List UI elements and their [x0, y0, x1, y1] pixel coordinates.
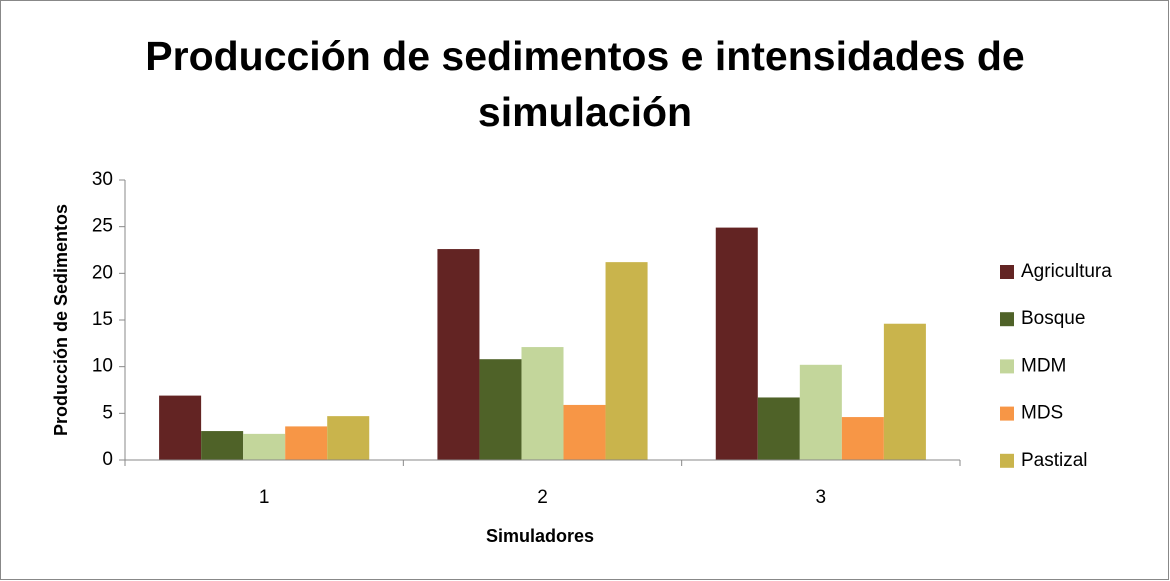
bar: [285, 426, 328, 460]
x-tick-label: 3: [816, 487, 827, 508]
x-tick-label: 1: [259, 487, 270, 508]
bar: [159, 395, 202, 460]
legend-label: Agricultura: [1021, 261, 1112, 282]
bar: [201, 431, 244, 460]
y-axis-title: Producción de Sedimentos: [51, 204, 71, 436]
legend-swatch: [1000, 453, 1014, 468]
legend-label: Pastizal: [1021, 450, 1088, 471]
y-tick-label: 20: [92, 262, 113, 283]
bar: [437, 249, 480, 460]
y-tick-label: 15: [92, 309, 113, 330]
bar: [479, 359, 522, 460]
y-tick-label: 5: [102, 402, 113, 423]
chart-title: Producción de sedimentos e intensidades …: [145, 33, 1025, 135]
legend-swatch: [1000, 312, 1014, 327]
y-tick-label: 25: [92, 216, 113, 237]
bar: [799, 364, 842, 460]
y-tick-label: 0: [102, 449, 113, 470]
legend-swatch: [1000, 359, 1014, 374]
legend-label: Bosque: [1021, 308, 1085, 329]
bar: [757, 397, 800, 460]
bar: [327, 416, 370, 460]
x-tick-label: 2: [537, 487, 548, 508]
bar: [521, 347, 564, 460]
bar: [605, 262, 648, 460]
y-tick-label: 10: [92, 356, 113, 377]
bar: [715, 227, 758, 460]
legend-swatch: [1000, 406, 1014, 421]
legend-label: MDM: [1021, 355, 1066, 376]
bar: [841, 417, 884, 460]
bar: [883, 323, 926, 460]
legend-swatch: [1000, 265, 1014, 279]
y-tick-label: 30: [92, 169, 113, 190]
legend-label: MDS: [1021, 403, 1063, 424]
x-axis-title: Simuladores: [486, 526, 594, 546]
bar: [243, 433, 286, 460]
bar: [563, 404, 606, 460]
